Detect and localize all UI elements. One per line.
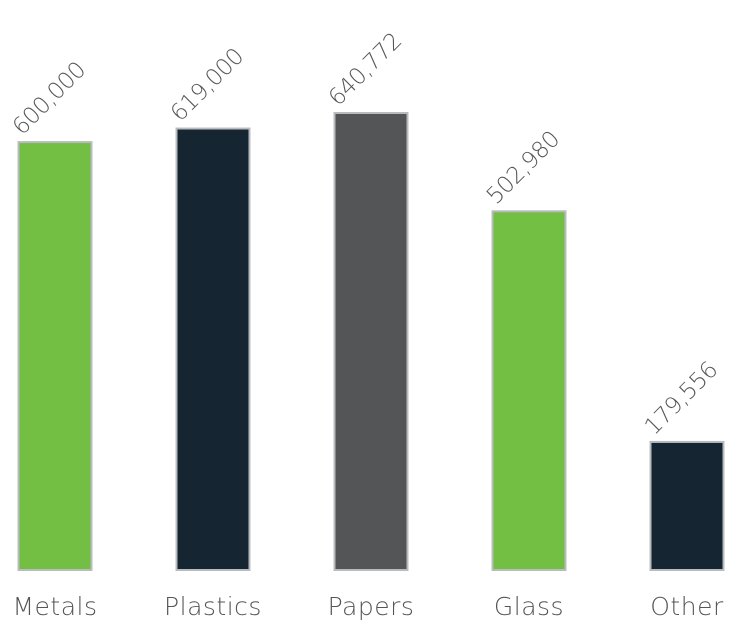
category-label-glass: Glass [494, 592, 564, 621]
data-label-plastics: 619,000 [166, 44, 249, 127]
category-label-other: Other [650, 592, 724, 621]
category-label-papers: Papers [328, 592, 415, 621]
bars-group [17, 112, 725, 572]
bar-glass [491, 210, 567, 571]
data-label-other: 179,556 [640, 357, 723, 440]
category-label-metals: Metals [12, 592, 97, 621]
bar-metals [17, 141, 93, 571]
category-label-plastics: Plastics [164, 592, 262, 621]
bar-other [649, 440, 725, 572]
category-labels-group: Metals Plastics Papers Glass Other [12, 592, 723, 621]
data-label-metals: 600,000 [8, 57, 91, 140]
bar-papers [333, 112, 409, 571]
data-label-papers: 640,772 [324, 28, 407, 111]
bar-plastics [175, 127, 251, 571]
data-label-glass: 502,980 [482, 126, 565, 209]
